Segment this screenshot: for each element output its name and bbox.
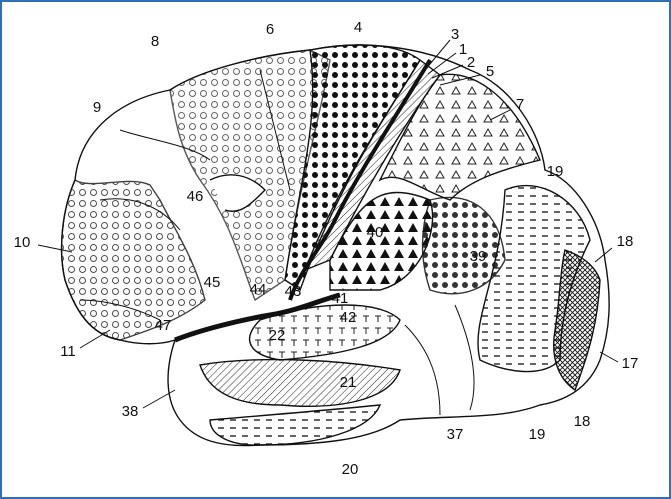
area-label: 6 [266, 21, 274, 38]
area-label: 17 [622, 355, 639, 372]
area-label: 22 [269, 327, 286, 344]
area-label: 37 [447, 426, 464, 443]
area-label: 43 [285, 283, 302, 300]
area-label: 19 [529, 426, 546, 443]
area-label: 42 [340, 309, 357, 326]
area-label: 8 [151, 33, 159, 50]
area-label: 18 [617, 233, 634, 250]
area-label: 18 [574, 413, 591, 430]
area-label: 41 [332, 290, 349, 307]
area-label: 4 [354, 19, 362, 36]
brain [62, 45, 610, 446]
area-label: 44 [250, 281, 267, 298]
area-label: 9 [93, 99, 101, 116]
page: 8 6 4 3 1 2 5 7 9 46 19 18 10 40 39 45 4… [0, 0, 671, 499]
area-label: 7 [516, 96, 524, 113]
area-label: 47 [155, 317, 172, 334]
area-label: 46 [187, 188, 204, 205]
area-label: 21 [340, 374, 357, 391]
area-label: 40 [367, 224, 384, 241]
area-label: 45 [204, 274, 221, 291]
area-label: 5 [486, 63, 494, 80]
area-label: 10 [14, 234, 31, 251]
area-label: 11 [60, 343, 76, 360]
area-label: 19 [547, 163, 564, 180]
area-label: 20 [342, 461, 359, 478]
area-label: 39 [470, 248, 487, 265]
area-label: 38 [122, 403, 139, 420]
area-label: 2 [467, 54, 475, 71]
brodmann-diagram: 8 6 4 3 1 2 5 7 9 46 19 18 10 40 39 45 4… [0, 0, 671, 499]
